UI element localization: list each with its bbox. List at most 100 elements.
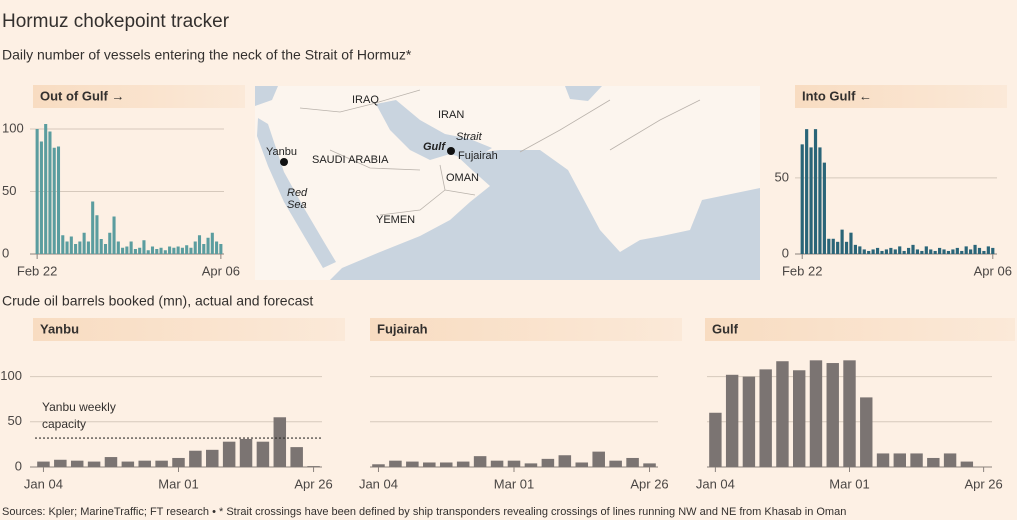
bar (955, 247, 959, 254)
bar (155, 460, 168, 467)
bar (986, 246, 990, 254)
bar (423, 462, 436, 467)
bar (853, 244, 857, 254)
x-tick-label: Feb 22 (782, 263, 822, 278)
chart: Out of Gulf → 0 50 100 Feb 22 Apr 06 (2, 85, 245, 278)
bar (273, 417, 287, 467)
map-label: SAUDI ARABIA (312, 154, 389, 166)
map-arabian-sea (330, 150, 760, 280)
bar (826, 363, 839, 467)
bar (116, 241, 120, 254)
bar (809, 360, 823, 467)
bar (142, 240, 146, 254)
bar (946, 250, 951, 254)
bar (65, 241, 69, 254)
bar (862, 249, 866, 254)
bar (215, 241, 219, 254)
bar (991, 247, 995, 254)
bar (893, 453, 906, 467)
bar (927, 457, 940, 467)
bar (875, 247, 880, 254)
bar (709, 412, 722, 467)
bar (69, 236, 73, 254)
bar (125, 246, 129, 254)
bar (915, 249, 920, 254)
bar (929, 249, 933, 254)
bar (964, 246, 968, 254)
x-tick-label: Mar 01 (829, 476, 869, 491)
x-tick-label: Jan 04 (359, 476, 398, 491)
panel-header (33, 318, 345, 341)
y-tick-label: 50 (2, 183, 16, 198)
annotation: Yanbu weekly (42, 400, 116, 414)
bar (54, 459, 67, 467)
bar (108, 232, 112, 254)
bar (836, 241, 840, 254)
bar (831, 238, 835, 254)
bar (44, 124, 48, 254)
bar (104, 457, 118, 467)
map-label: YEMEN (376, 214, 415, 226)
map-label: IRAQ (352, 94, 379, 106)
bar (206, 237, 210, 254)
bar (189, 450, 202, 467)
panel-header (795, 85, 1007, 108)
bar (840, 229, 844, 254)
bar (56, 146, 61, 254)
map-dot-yanbu (280, 158, 288, 166)
bar (146, 250, 150, 254)
bar (78, 241, 82, 254)
x-tick-label: Apr 26 (294, 476, 332, 491)
bar (880, 250, 884, 254)
bar (129, 241, 133, 254)
map-label: Strait (456, 131, 483, 143)
bar (943, 453, 957, 467)
y-tick-label: 0 (2, 245, 9, 260)
bar (133, 249, 137, 254)
map-label: Red (287, 187, 308, 199)
x-tick-label: Jan 04 (696, 476, 735, 491)
chart: Fujairah Jan 04 Mar 01 Apr 26 (359, 318, 682, 491)
bar (805, 129, 809, 254)
x-tick-label: Apr 26 (964, 476, 1002, 491)
panel-title: Into Gulf ← (802, 88, 872, 103)
bar (902, 250, 906, 254)
bar (52, 147, 56, 254)
bar (176, 246, 180, 254)
bar (977, 247, 982, 254)
x-tick-label: Apr 06 (202, 263, 240, 278)
bar (91, 201, 95, 254)
bar (159, 247, 163, 254)
map-dot-fujairah (447, 147, 455, 155)
bar (898, 246, 902, 254)
map-label: OMAN (446, 172, 479, 184)
bar (138, 247, 142, 254)
map-label: Gulf (423, 141, 446, 153)
bar (389, 460, 402, 467)
bar (960, 250, 964, 254)
bar (759, 369, 772, 467)
chart: Yanbu 0 50 100 Jan 04 Mar 01 Apr 26 Yanbu weekl… (0, 318, 345, 491)
bar (911, 244, 915, 254)
x-tick-label: Apr 26 (630, 476, 668, 491)
bar (800, 144, 804, 254)
bar (643, 463, 656, 467)
map (255, 86, 760, 280)
bar (626, 457, 639, 467)
bar (813, 129, 818, 254)
bar (121, 247, 125, 254)
bar (793, 370, 806, 467)
bar (39, 141, 43, 254)
title: Hormuz chokepoint tracker (2, 11, 230, 32)
map-red-sea (257, 118, 336, 268)
bar (742, 376, 756, 467)
bar (87, 461, 101, 467)
y-tick-label: 100 (0, 368, 22, 383)
bar (473, 456, 487, 467)
chart: Gulf Jan 04 Mar 01 Apr 26 (696, 318, 1015, 491)
bar (103, 244, 108, 254)
bar (982, 250, 986, 254)
source: Sources: Kpler; MarineTraffic; FT resear… (2, 506, 846, 518)
annotation: capacity (42, 417, 86, 431)
